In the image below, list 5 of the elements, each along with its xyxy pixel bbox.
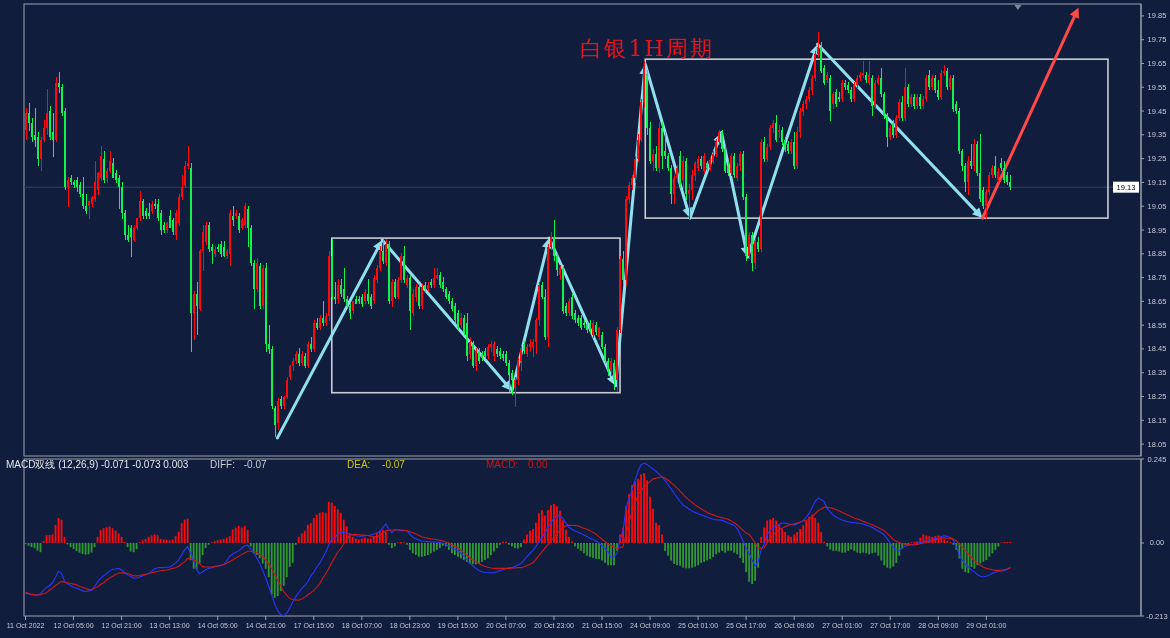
annotation: MACD: 0.00 — [486, 459, 548, 470]
annotation: DIFF: -0.07 — [210, 459, 267, 470]
text: 白银1H周期 — [580, 36, 714, 61]
annotation: MACD双线 (12,26,9) -0.071 -0.073 0.003 — [6, 459, 189, 470]
annotation: DEA: -0.07 — [347, 459, 406, 470]
